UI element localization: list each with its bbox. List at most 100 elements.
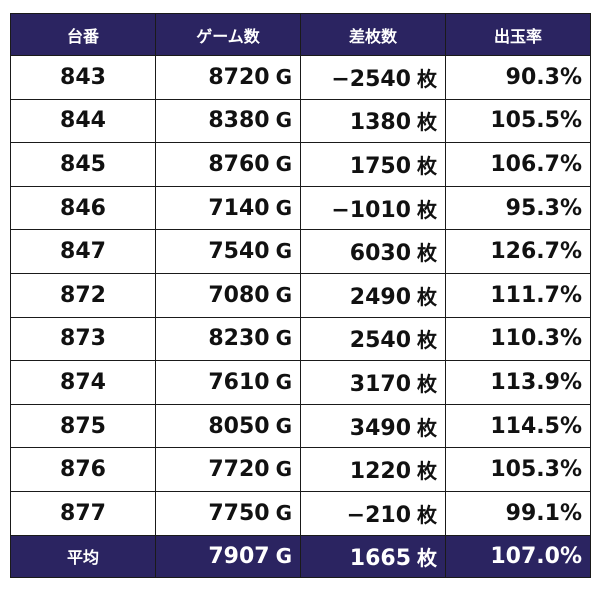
cell-games: 8230 G bbox=[155, 316, 301, 362]
diff-value: 1380 bbox=[349, 110, 411, 136]
games-unit: G bbox=[275, 239, 292, 264]
cell-machine: 843 bbox=[10, 55, 156, 100]
diff-unit: 枚 bbox=[417, 502, 437, 527]
cell-machine: 846 bbox=[10, 185, 156, 231]
cell-diff: −2540 枚 bbox=[300, 55, 446, 100]
cell-payout: 110.3% bbox=[445, 316, 591, 362]
diff-value: −2540 bbox=[331, 66, 411, 92]
games-value: 8380 bbox=[208, 108, 270, 134]
cell-machine: 873 bbox=[10, 316, 156, 362]
diff-unit: 枚 bbox=[417, 371, 437, 396]
diff-unit: 枚 bbox=[417, 459, 437, 484]
table-row: 845 8760 G 1750 枚 106.7% bbox=[10, 142, 591, 187]
diff-value: 2490 bbox=[349, 284, 411, 310]
cell-games: 7720 G bbox=[155, 447, 301, 492]
average-diff: 1665 枚 bbox=[300, 534, 446, 578]
cell-machine: 845 bbox=[10, 142, 156, 187]
games-value: 7140 bbox=[208, 195, 270, 221]
games-unit: G bbox=[275, 326, 292, 351]
average-row: 平均 7907 G 1665 枚 107.0% bbox=[10, 534, 591, 578]
games-value: 7750 bbox=[208, 500, 270, 526]
table-row: 875 8050 G 3490 枚 114.5% bbox=[10, 403, 591, 449]
diff-unit: 枚 bbox=[417, 284, 437, 309]
cell-games: 7080 G bbox=[155, 272, 301, 318]
cell-machine: 877 bbox=[10, 490, 156, 536]
average-label: 平均 bbox=[10, 534, 156, 578]
games-unit: G bbox=[275, 457, 292, 482]
diff-unit: 枚 bbox=[417, 241, 437, 266]
cell-machine: 875 bbox=[10, 403, 156, 449]
cell-machine: 874 bbox=[10, 360, 156, 405]
cell-diff: 1380 枚 bbox=[300, 98, 446, 144]
cell-games: 8050 G bbox=[155, 403, 301, 449]
diff-value: 2540 bbox=[349, 328, 411, 354]
games-value: 8230 bbox=[208, 326, 270, 352]
table-header: 台番 ゲーム数 差枚数 出玉率 bbox=[10, 13, 591, 56]
cell-diff: 1220 枚 bbox=[300, 447, 446, 492]
diff-unit: 枚 bbox=[417, 197, 437, 222]
diff-unit: 枚 bbox=[417, 153, 437, 178]
cell-diff: −210 枚 bbox=[300, 490, 446, 536]
cell-diff: 2490 枚 bbox=[300, 272, 446, 318]
cell-games: 8720 G bbox=[155, 55, 301, 100]
cell-games: 7750 G bbox=[155, 490, 301, 536]
games-unit: G bbox=[275, 151, 292, 176]
table-row: 873 8230 G 2540 枚 110.3% bbox=[10, 316, 591, 362]
average-games-value: 7907 bbox=[208, 543, 270, 569]
average-diff-value: 1665 bbox=[349, 545, 411, 571]
games-value: 8760 bbox=[208, 151, 270, 177]
games-unit: G bbox=[275, 369, 292, 394]
diff-unit: 枚 bbox=[417, 66, 437, 91]
cell-machine: 847 bbox=[10, 229, 156, 274]
cell-diff: 3490 枚 bbox=[300, 403, 446, 449]
cell-machine: 876 bbox=[10, 447, 156, 492]
diff-value: 1750 bbox=[349, 153, 411, 179]
cell-machine: 872 bbox=[10, 272, 156, 318]
diff-unit: 枚 bbox=[417, 110, 437, 135]
cell-games: 7140 G bbox=[155, 185, 301, 231]
table-body: 843 8720 G −2540 枚 90.3% 844 8380 G 1380 枚 105.5% 84… bbox=[10, 55, 591, 536]
cell-payout: 105.3% bbox=[445, 447, 591, 492]
diff-value: 3170 bbox=[349, 371, 411, 397]
table-row: 846 7140 G −1010 枚 95.3% bbox=[10, 185, 591, 231]
table-row: 843 8720 G −2540 枚 90.3% bbox=[10, 55, 591, 100]
average-payout: 107.0% bbox=[445, 534, 591, 578]
cell-diff: 2540 枚 bbox=[300, 316, 446, 362]
cell-payout: 114.5% bbox=[445, 403, 591, 449]
diff-value: 3490 bbox=[349, 415, 411, 441]
slot-data-table: 台番 ゲーム数 差枚数 出玉率 843 8720 G −2540 枚 90.3% 844 83… bbox=[10, 13, 591, 578]
header-payout: 出玉率 bbox=[445, 13, 591, 56]
cell-machine: 844 bbox=[10, 98, 156, 144]
header-games: ゲーム数 bbox=[155, 13, 301, 56]
cell-payout: 105.5% bbox=[445, 98, 591, 144]
header-row: 台番 ゲーム数 差枚数 出玉率 bbox=[10, 13, 591, 56]
cell-payout: 90.3% bbox=[445, 55, 591, 100]
header-diff: 差枚数 bbox=[300, 13, 446, 56]
table-row: 872 7080 G 2490 枚 111.7% bbox=[10, 272, 591, 318]
average-games-unit: G bbox=[275, 543, 292, 568]
games-value: 7610 bbox=[208, 369, 270, 395]
games-unit: G bbox=[275, 282, 292, 307]
header-machine: 台番 bbox=[10, 13, 156, 56]
cell-payout: 95.3% bbox=[445, 185, 591, 231]
diff-unit: 枚 bbox=[417, 415, 437, 440]
cell-games: 7610 G bbox=[155, 360, 301, 405]
cell-payout: 126.7% bbox=[445, 229, 591, 274]
games-unit: G bbox=[275, 500, 292, 525]
cell-payout: 111.7% bbox=[445, 272, 591, 318]
table-row: 876 7720 G 1220 枚 105.3% bbox=[10, 447, 591, 492]
table-row: 844 8380 G 1380 枚 105.5% bbox=[10, 98, 591, 144]
cell-diff: −1010 枚 bbox=[300, 185, 446, 231]
games-unit: G bbox=[275, 195, 292, 220]
games-value: 8720 bbox=[208, 64, 270, 90]
diff-value: −210 bbox=[346, 502, 411, 528]
cell-payout: 99.1% bbox=[445, 490, 591, 536]
games-unit: G bbox=[275, 64, 292, 89]
average-diff-unit: 枚 bbox=[417, 545, 437, 570]
games-value: 7540 bbox=[208, 239, 270, 265]
games-unit: G bbox=[275, 108, 292, 133]
table-row: 877 7750 G −210 枚 99.1% bbox=[10, 490, 591, 536]
cell-games: 8760 G bbox=[155, 142, 301, 187]
cell-payout: 113.9% bbox=[445, 360, 591, 405]
diff-value: 1220 bbox=[349, 459, 411, 485]
